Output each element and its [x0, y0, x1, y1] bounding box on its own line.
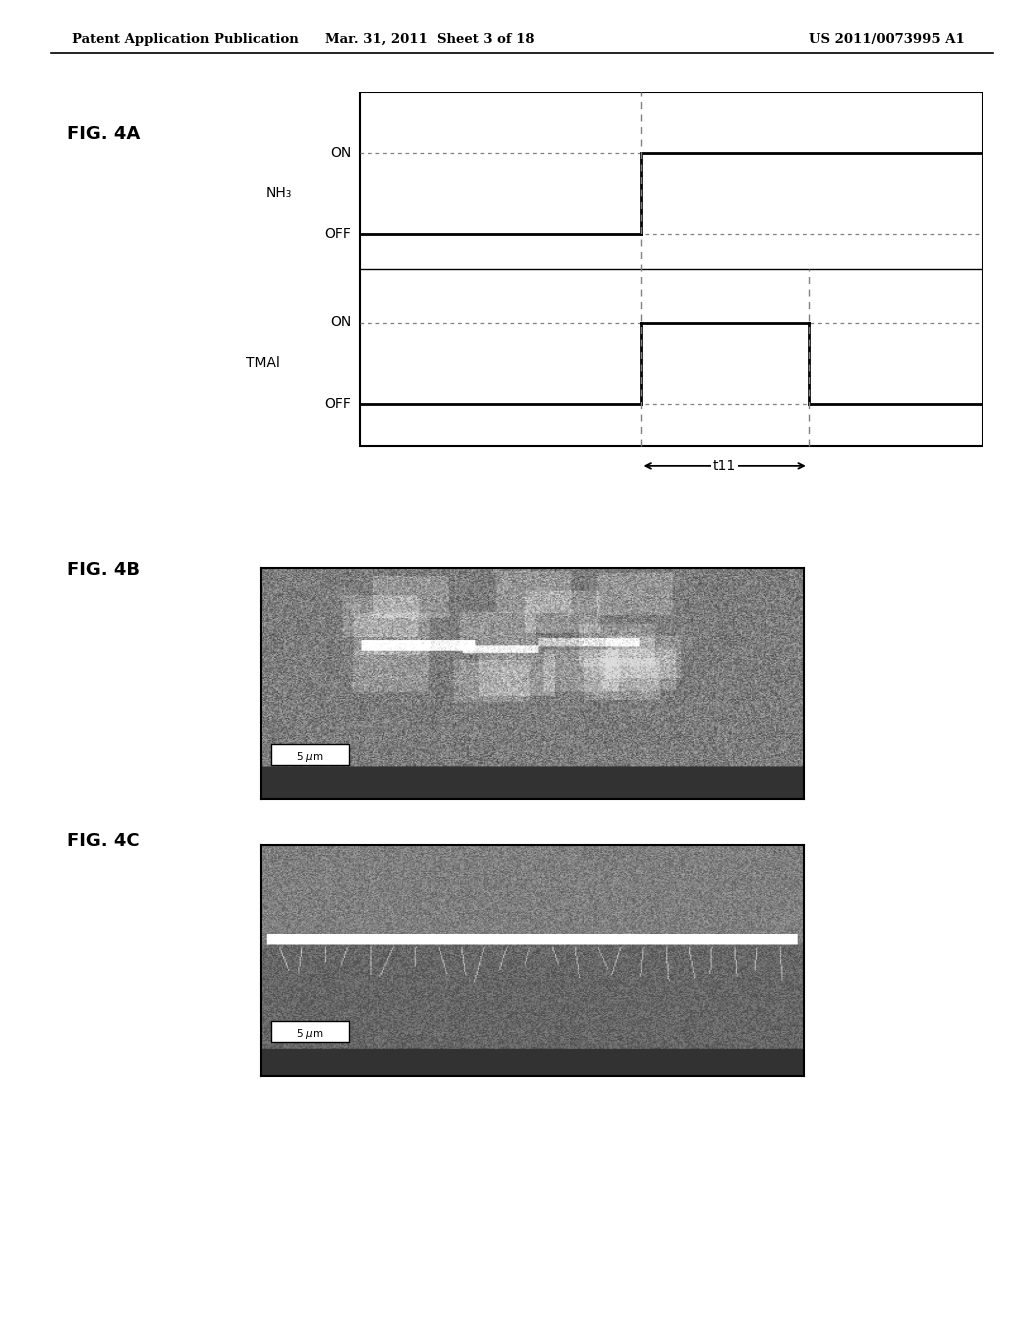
Text: US 2011/0073995 A1: US 2011/0073995 A1 — [809, 33, 965, 46]
Text: OFF: OFF — [325, 227, 351, 242]
Text: Mar. 31, 2011  Sheet 3 of 18: Mar. 31, 2011 Sheet 3 of 18 — [326, 33, 535, 46]
Text: OFF: OFF — [325, 397, 351, 411]
Text: NH₃: NH₃ — [265, 186, 292, 201]
Text: Patent Application Publication: Patent Application Publication — [72, 33, 298, 46]
Text: FIG. 4B: FIG. 4B — [67, 561, 139, 579]
Text: FIG. 4C: FIG. 4C — [67, 832, 139, 850]
Bar — [271, 744, 349, 766]
Text: FIG. 4A: FIG. 4A — [67, 125, 140, 144]
Bar — [271, 1022, 349, 1043]
Text: TMAl: TMAl — [246, 356, 280, 370]
Text: ON: ON — [330, 315, 351, 330]
Text: ON: ON — [330, 145, 351, 160]
Text: 5 $\mu$m: 5 $\mu$m — [297, 1027, 325, 1040]
Bar — [360, 92, 983, 446]
Text: 5 $\mu$m: 5 $\mu$m — [297, 750, 325, 763]
Text: t11: t11 — [713, 459, 736, 473]
